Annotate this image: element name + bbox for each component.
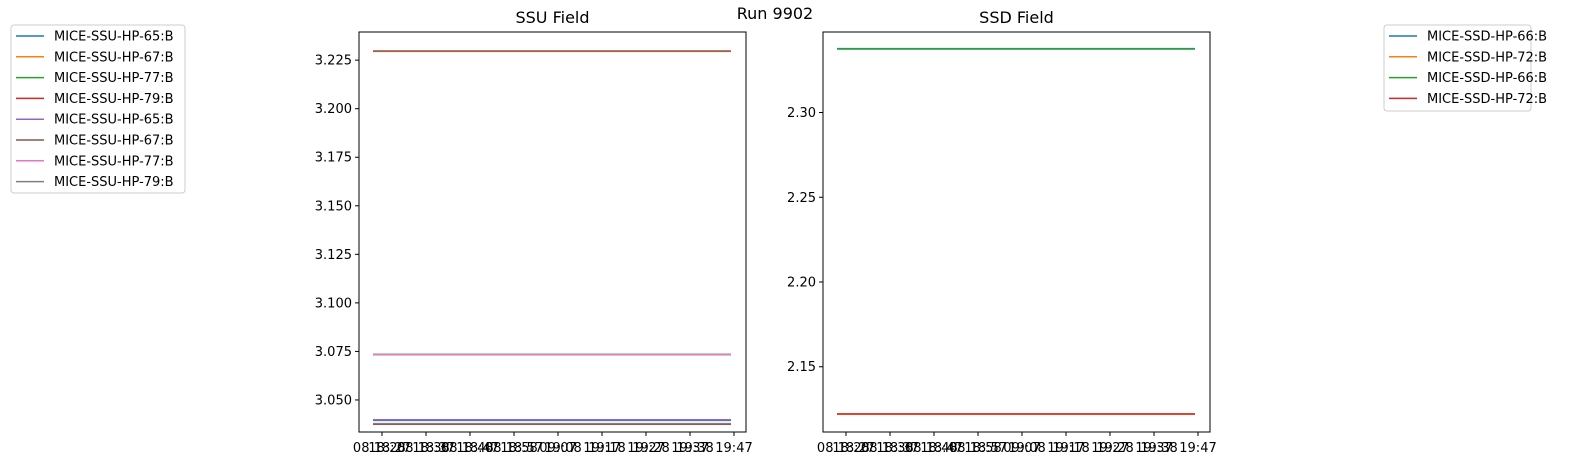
legend-label: MICE-SSD-HP-66:B (1427, 30, 1547, 45)
y-tick-label: 3.175 (315, 151, 352, 166)
x-tick-label-overlap: 19:18 (1052, 441, 1089, 456)
x-tick-label-overlap: 18:48 (920, 441, 957, 456)
legend: MICE-SSU-HP-65:B MICE-SSU-HP-67:B MICE-SSU… (10, 24, 186, 194)
x-tick-label: 09:07 (1003, 441, 1040, 456)
x-tick-label-overlap: 19:28 (632, 441, 669, 456)
x-tick-label-overlap: 19:08 (544, 441, 581, 456)
y-tick-label: 3.100 (315, 296, 352, 311)
x-tick-label: 08 18:47 (905, 441, 963, 456)
x-tick-label: 08 18:37 (861, 441, 919, 456)
x-tick-label: 19:27 (1091, 441, 1128, 456)
y-tick-label: 3.150 (315, 199, 352, 214)
legend-label: MICE-SSU-HP-77:B (54, 71, 174, 86)
x-tick-label: 08 18:37 (397, 441, 455, 456)
x-tick-label-overlap: 18:48 (456, 441, 493, 456)
x-tick-label: 08 18:27 (817, 441, 875, 456)
legend-label: MICE-SSU-HP-79:B (54, 175, 174, 190)
x-tick-label-overlap: 18:38 (412, 441, 449, 456)
x-tick-label: 19:47 (715, 441, 752, 456)
y-tick-label: 2.20 (787, 276, 816, 291)
x-tick-label: 08 18:57 (485, 441, 543, 456)
legend-label: MICE-SSU-HP-77:B (54, 154, 174, 169)
x-tick-label: 19:27 (627, 441, 664, 456)
y-tick-label: 3.125 (315, 248, 352, 263)
legend-label: MICE-SSD-HP-72:B (1427, 92, 1547, 107)
x-tick-label: 08 18:27 (353, 441, 411, 456)
x-tick-label: 19:17 (1047, 441, 1084, 456)
legend-label: MICE-SSU-HP-67:B (54, 134, 174, 149)
y-tick-label: 2.30 (787, 106, 816, 121)
x-tick-label: 19:17 (583, 441, 620, 456)
legend-label: MICE-SSU-HP-67:B (54, 50, 174, 65)
x-tick-label-overlap: 18:58 (964, 441, 1001, 456)
x-tick-label: 19:37 (671, 441, 708, 456)
x-tick-label: 19:37 (1135, 441, 1172, 456)
plot-frame (822, 31, 1211, 433)
x-tick-label: 09:07 (539, 441, 576, 456)
legend-label: MICE-SSU-HP-65:B (54, 113, 174, 128)
x-tick-label-overlap: 18:38 (876, 441, 913, 456)
legend-label: MICE-SSD-HP-72:B (1427, 50, 1547, 65)
y-tick-label: 3.075 (315, 345, 352, 360)
x-tick-label-overlap: 19:08 (1008, 441, 1045, 456)
x-tick-label-overlap: 18:28 (368, 441, 405, 456)
plot-frame (358, 31, 747, 433)
x-tick-label-overlap: 18:58 (500, 441, 537, 456)
legend-box (10, 24, 186, 194)
y-tick-label: 3.225 (315, 54, 352, 69)
legend: MICE-SSD-HP-66:B MICE-SSD-HP-72:B MICE-SSD… (1383, 24, 1547, 112)
y-tick-label: 2.25 (787, 191, 816, 206)
x-tick-label-overlap: 19:18 (588, 441, 625, 456)
x-tick-label: 19:47 (1179, 441, 1216, 456)
chart-ssu: SSU Field 3.050 3.075 3.100 3.125 3.150 3.175 3… (10, 8, 753, 456)
y-tick-label: 2.15 (787, 360, 816, 375)
chart-title: SSD Field (979, 8, 1054, 27)
chart-title: SSU Field (515, 8, 589, 27)
x-tick-label: 08 18:57 (949, 441, 1007, 456)
x-tick-label: 08 18:47 (441, 441, 499, 456)
legend-label: MICE-SSU-HP-65:B (54, 30, 174, 45)
x-tick-label-overlap: 19:28 (1096, 441, 1133, 456)
x-tick-label-overlap: 19:38 (1140, 441, 1177, 456)
y-tick-label: 3.050 (315, 393, 352, 408)
figure-suptitle: Run 9902 (737, 4, 813, 23)
legend-label: MICE-SSU-HP-79:B (54, 92, 174, 107)
legend-box (1383, 24, 1532, 112)
y-tick-label: 3.200 (315, 102, 352, 117)
legend-label: MICE-SSD-HP-66:B (1427, 71, 1547, 86)
x-tick-label-overlap: 19:38 (676, 441, 713, 456)
x-tick-label-overlap: 18:28 (832, 441, 869, 456)
